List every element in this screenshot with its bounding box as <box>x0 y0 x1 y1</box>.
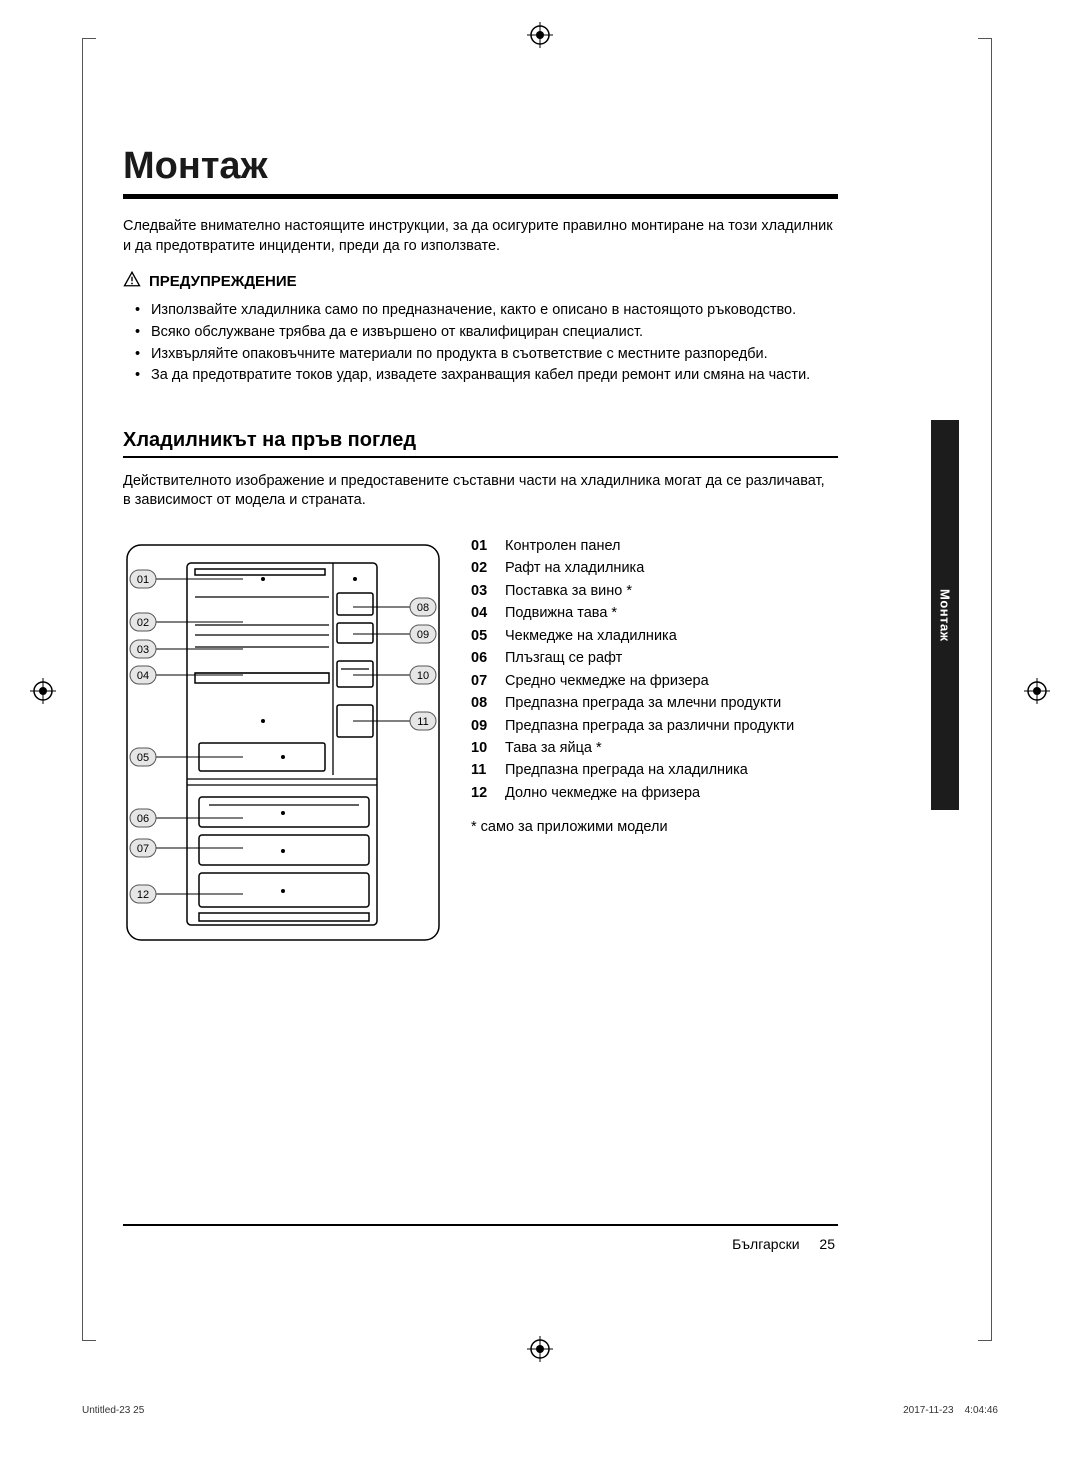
legend-num: 02 <box>471 557 495 579</box>
svg-text:08: 08 <box>417 602 429 614</box>
legend-text: Плъзгащ се рафт <box>505 647 622 669</box>
warning-item: Изхвърляйте опаковъчните материали по пр… <box>151 344 833 366</box>
warning-item: Всяко обслужване трябва да е извършено о… <box>151 322 833 344</box>
legend-row: 02 Рафт на хладилника <box>471 557 794 579</box>
legend-text: Предпазна преграда на хладилника <box>505 759 748 781</box>
footer: Български 25 <box>732 1236 835 1252</box>
section-intro: Действителното изображение и предоставен… <box>123 472 833 511</box>
svg-text:11: 11 <box>417 716 428 728</box>
legend-text: Долно чекмедже на фризера <box>505 782 700 804</box>
legend-num: 06 <box>471 647 495 669</box>
intro-text: Следвайте внимателно настоящите инструкц… <box>123 217 833 256</box>
svg-text:09: 09 <box>417 629 429 641</box>
legend-text: Предпазна преграда за различни продукти <box>505 715 794 737</box>
warning-item: Използвайте хладилника само по предназна… <box>151 300 833 322</box>
legend-row: 01 Контролен панел <box>471 535 794 557</box>
warning-list: Използвайте хладилника само по предназна… <box>123 300 833 387</box>
legend-row: 12 Долно чекмедже на фризера <box>471 782 794 804</box>
svg-text:06: 06 <box>137 813 149 825</box>
page-title: Монтаж <box>123 145 833 188</box>
warning-item: За да предотвратите токов удар, извадете… <box>151 365 833 387</box>
content-area: Монтаж Следвайте внимателно настоящите и… <box>123 145 833 950</box>
legend-text: Чекмедже на хладилника <box>505 625 677 647</box>
section-rule <box>123 456 838 458</box>
legend-num: 05 <box>471 625 495 647</box>
footer-rule <box>123 1224 838 1226</box>
legend-num: 01 <box>471 535 495 557</box>
svg-text:07: 07 <box>137 843 149 855</box>
parts-legend: 01 Контролен панел 02 Рафт на хладилника 0… <box>471 535 794 839</box>
print-info-left: Untitled-23 25 <box>82 1405 144 1416</box>
legend-row: 05 Чекмедже на хладилника <box>471 625 794 647</box>
registration-mark-icon <box>527 1336 553 1362</box>
legend-num: 07 <box>471 670 495 692</box>
page: Монтаж Монтаж Следвайте внимателно насто… <box>0 0 1080 1472</box>
print-info-right: 2017-11-23 4:04:46 <box>903 1405 998 1416</box>
svg-text:04: 04 <box>137 670 149 682</box>
fridge-diagram: 01 02 03 04 05 06 07 12 08 09 10 11 <box>123 535 443 950</box>
svg-text:12: 12 <box>137 889 149 901</box>
legend-num: 12 <box>471 782 495 804</box>
section-title: Хладилникът на пръв поглед <box>123 429 833 452</box>
legend-num: 03 <box>471 580 495 602</box>
legend-text: Подвижна тава * <box>505 602 617 624</box>
legend-text: Предпазна преграда за млечни продукти <box>505 692 781 714</box>
legend-row: 07 Средно чекмедже на фризера <box>471 670 794 692</box>
legend-row: 11 Предпазна преграда на хладилника <box>471 759 794 781</box>
registration-mark-icon <box>30 678 56 704</box>
svg-text:01: 01 <box>137 574 149 586</box>
legend-text: Рафт на хладилника <box>505 557 644 579</box>
legend-num: 10 <box>471 737 495 759</box>
legend-num: 11 <box>471 759 495 781</box>
legend-row: 09 Предпазна преграда за различни продукт… <box>471 715 794 737</box>
legend-text: Контролен панел <box>505 535 621 557</box>
footer-page-number: 25 <box>819 1236 835 1252</box>
legend-num: 08 <box>471 692 495 714</box>
legend-text: Тава за яйца * <box>505 737 602 759</box>
legend-row: 08 Предпазна преграда за млечни продукти <box>471 692 794 714</box>
registration-mark-icon <box>1024 678 1050 704</box>
side-tab: Монтаж <box>931 420 959 810</box>
legend-row: 04 Подвижна тава * <box>471 602 794 624</box>
legend-row: 10 Тава за яйца * <box>471 737 794 759</box>
legend-row: 06 Плъзгащ се рафт <box>471 647 794 669</box>
legend-row: 03 Поставка за вино * <box>471 580 794 602</box>
warning-icon <box>123 270 141 292</box>
legend-text: Средно чекмедже на фризера <box>505 670 709 692</box>
svg-text:03: 03 <box>137 644 149 656</box>
legend-num: 04 <box>471 602 495 624</box>
svg-text:05: 05 <box>137 752 149 764</box>
title-rule <box>123 194 838 199</box>
footer-language: Български <box>732 1236 799 1252</box>
legend-num: 09 <box>471 715 495 737</box>
svg-text:10: 10 <box>417 670 429 682</box>
legend-text: Поставка за вино * <box>505 580 632 602</box>
svg-text:02: 02 <box>137 617 149 629</box>
legend-note: * само за приложими модели <box>471 816 794 838</box>
registration-mark-icon <box>527 22 553 48</box>
warning-label: ПРЕДУПРЕЖДЕНИЕ <box>149 273 297 290</box>
warning-heading: ПРЕДУПРЕЖДЕНИЕ <box>123 270 833 292</box>
